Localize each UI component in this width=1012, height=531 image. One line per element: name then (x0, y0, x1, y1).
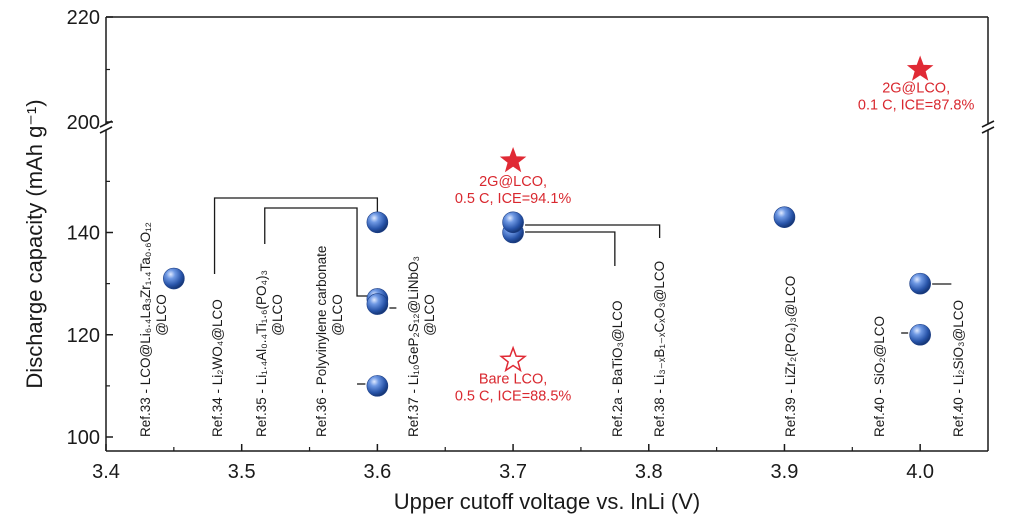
highlight-star-filled (499, 146, 527, 173)
reference-label: Ref.36 - Polyvinylene carbonate (314, 246, 329, 437)
y-tick-label: 100 (67, 427, 100, 449)
highlight-label: 0.1 C, ICE=87.8% (858, 98, 975, 114)
y-axis-title: Discharge capacity (mAh g⁻¹) (22, 99, 47, 388)
axis-break-mark-right (981, 120, 995, 134)
reference-label: Ref.33 - LCO@Li₆.₄La₃Zr₁.₄Ta₀.₆O₁₂ (138, 222, 153, 437)
connector-line (264, 207, 368, 297)
x-tick-label: 3.5 (228, 461, 256, 483)
reference-label: Ref.40 - Li₂SiO₃@LCO (951, 300, 966, 437)
x-tick-label: 3.8 (635, 461, 663, 483)
reference-label: @LCO (270, 294, 285, 335)
connector-line (525, 224, 661, 238)
highlight-star-open (499, 345, 528, 373)
connector-line (525, 231, 616, 266)
reference-point (366, 293, 389, 315)
y-tick-label: 220 (67, 7, 100, 29)
reference-label: Ref.38 - Li₃₋ₓB₁₋ₓCₓO₃@LCO (652, 261, 667, 437)
reference-point (909, 272, 931, 295)
reference-point (502, 211, 524, 234)
reference-label: Ref.40 - SiO₂@LCO (872, 316, 887, 437)
highlight-label: 2G@LCO, (479, 174, 547, 190)
x-tick-label: 3.4 (92, 461, 120, 483)
x-tick-label: 4.0 (906, 461, 934, 483)
reference-label: @LCO (154, 294, 169, 335)
x-tick-label: 3.6 (363, 461, 391, 483)
highlight-label: Bare LCO, (479, 371, 548, 387)
y-tick-label: 120 (67, 325, 100, 347)
reference-label: @LCO (330, 294, 345, 335)
x-axis-title: Upper cutoff voltage vs. lnLi (V) (394, 489, 701, 514)
reference-label: Ref.2a - BaTiO₃@LCO (610, 301, 625, 438)
reference-label: Ref.34 - Li₂WO₄@LCO (210, 299, 225, 437)
reference-point (366, 211, 389, 234)
reference-label: Ref.37 - Li₁₀GeP₂S₁₂@LiNbO₃ (406, 256, 421, 437)
highlight-label: 0.5 C, ICE=88.5% (455, 388, 572, 404)
y-tick-label: 200 (67, 112, 100, 134)
highlight-label: 2G@LCO, (882, 81, 950, 97)
reference-point (773, 206, 796, 228)
reference-point (366, 375, 389, 397)
reference-point (909, 323, 931, 346)
reference-label: Ref.39 - LiZr₂(PO₄)₃@LCO (783, 276, 798, 437)
reference-label: Ref.35 - Li₁.₄Al₀.₄Ti₁.₆(PO₄)₃ (254, 270, 269, 437)
x-tick-label: 3.9 (771, 461, 799, 483)
connector-line (213, 197, 379, 274)
highlight-star-filled (906, 55, 934, 81)
reference-point (163, 267, 185, 290)
x-tick-label: 3.7 (499, 461, 527, 483)
highlight-label: 0.5 C, ICE=94.1% (455, 191, 572, 207)
y-tick-label: 140 (67, 223, 100, 245)
reference-label: @LCO (422, 294, 437, 335)
